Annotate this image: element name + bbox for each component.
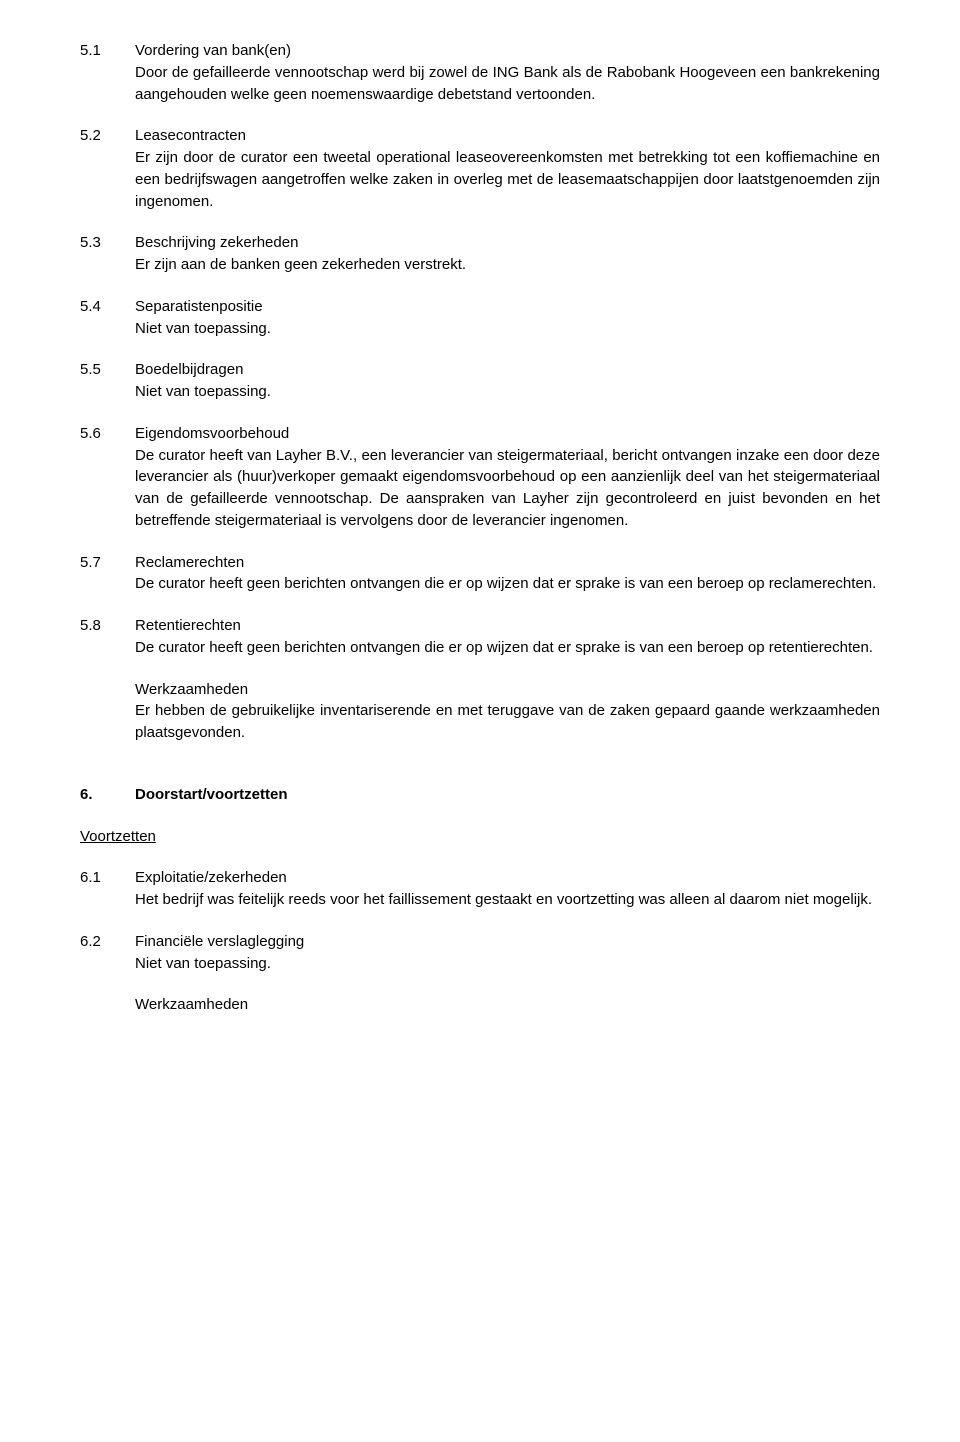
section-5-1: 5.1 Vordering van bank(en) Door de gefai… [80, 40, 880, 105]
section-6-header: 6. Doorstart/voortzetten [80, 784, 880, 806]
section-content: Vordering van bank(en) Door de gefaillee… [135, 40, 880, 105]
section-title: Separatistenpositie [135, 296, 880, 318]
section-body: De curator heeft van Layher B.V., een le… [135, 445, 880, 532]
section-5-7: 5.7 Reclamerechten De curator heeft geen… [80, 552, 880, 596]
section-5-4: 5.4 Separatistenpositie Niet van toepass… [80, 296, 880, 340]
section-content: Doorstart/voortzetten [135, 784, 880, 806]
werkzaamheden-footer: Werkzaamheden [80, 994, 880, 1016]
section-content: Werkzaamheden Er hebben de gebruikelijke… [135, 679, 880, 744]
section-title: Exploitatie/zekerheden [135, 867, 880, 889]
section-5-5: 5.5 Boedelbijdragen Niet van toepassing. [80, 359, 880, 403]
section-5-2: 5.2 Leasecontracten Er zijn door de cura… [80, 125, 880, 212]
section-number: 5.7 [80, 552, 135, 596]
section-body: Het bedrijf was feitelijk reeds voor het… [135, 889, 880, 911]
section-5-8: 5.8 Retentierechten De curator heeft gee… [80, 615, 880, 659]
section-number: 6. [80, 784, 135, 806]
section-body: Er zijn aan de banken geen zekerheden ve… [135, 254, 880, 276]
section-content: Eigendomsvoorbehoud De curator heeft van… [135, 423, 880, 532]
section-title: Retentierechten [135, 615, 880, 637]
section-number: 5.8 [80, 615, 135, 659]
section-number [80, 679, 135, 744]
section-content: Werkzaamheden [135, 994, 880, 1016]
section-title: Leasecontracten [135, 125, 880, 147]
section-content: Reclamerechten De curator heeft geen ber… [135, 552, 880, 596]
section-body: De curator heeft geen berichten ontvange… [135, 637, 880, 659]
section-5-3: 5.3 Beschrijving zekerheden Er zijn aan … [80, 232, 880, 276]
section-number: 5.2 [80, 125, 135, 212]
section-number: 6.2 [80, 931, 135, 975]
section-number: 5.6 [80, 423, 135, 532]
section-content: Retentierechten De curator heeft geen be… [135, 615, 880, 659]
section-number [80, 994, 135, 1016]
section-number: 5.1 [80, 40, 135, 105]
section-title: Werkzaamheden [135, 679, 880, 701]
section-6-2: 6.2 Financiële verslaglegging Niet van t… [80, 931, 880, 975]
section-6-1: 6.1 Exploitatie/zekerheden Het bedrijf w… [80, 867, 880, 911]
section-content: Leasecontracten Er zijn door de curator … [135, 125, 880, 212]
section-5-6: 5.6 Eigendomsvoorbehoud De curator heeft… [80, 423, 880, 532]
section-title: Reclamerechten [135, 552, 880, 574]
section-number: 5.5 [80, 359, 135, 403]
section-title: Boedelbijdragen [135, 359, 880, 381]
section-body: Niet van toepassing. [135, 318, 880, 340]
section-title: Eigendomsvoorbehoud [135, 423, 880, 445]
section-title: Financiële verslaglegging [135, 931, 880, 953]
section-body: Er zijn door de curator een tweetal oper… [135, 147, 880, 212]
section-content: Separatistenpositie Niet van toepassing. [135, 296, 880, 340]
section-body: Niet van toepassing. [135, 381, 880, 403]
section-title: Doorstart/voortzetten [135, 786, 288, 803]
section-body: Door de gefailleerde vennootschap werd b… [135, 62, 880, 106]
voortzetten-label: Voortzetten [80, 828, 156, 845]
section-body: De curator heeft geen berichten ontvange… [135, 573, 880, 595]
werkzaamheden-block: Werkzaamheden Er hebben de gebruikelijke… [80, 679, 880, 744]
section-title: Vordering van bank(en) [135, 40, 880, 62]
section-title: Werkzaamheden [135, 994, 880, 1016]
section-content: Exploitatie/zekerheden Het bedrijf was f… [135, 867, 880, 911]
section-body: Er hebben de gebruikelijke inventarisere… [135, 700, 880, 744]
section-content: Financiële verslaglegging Niet van toepa… [135, 931, 880, 975]
section-number: 5.4 [80, 296, 135, 340]
section-number: 5.3 [80, 232, 135, 276]
section-number: 6.1 [80, 867, 135, 911]
section-content: Beschrijving zekerheden Er zijn aan de b… [135, 232, 880, 276]
section-content: Boedelbijdragen Niet van toepassing. [135, 359, 880, 403]
section-title: Beschrijving zekerheden [135, 232, 880, 254]
section-body: Niet van toepassing. [135, 953, 880, 975]
